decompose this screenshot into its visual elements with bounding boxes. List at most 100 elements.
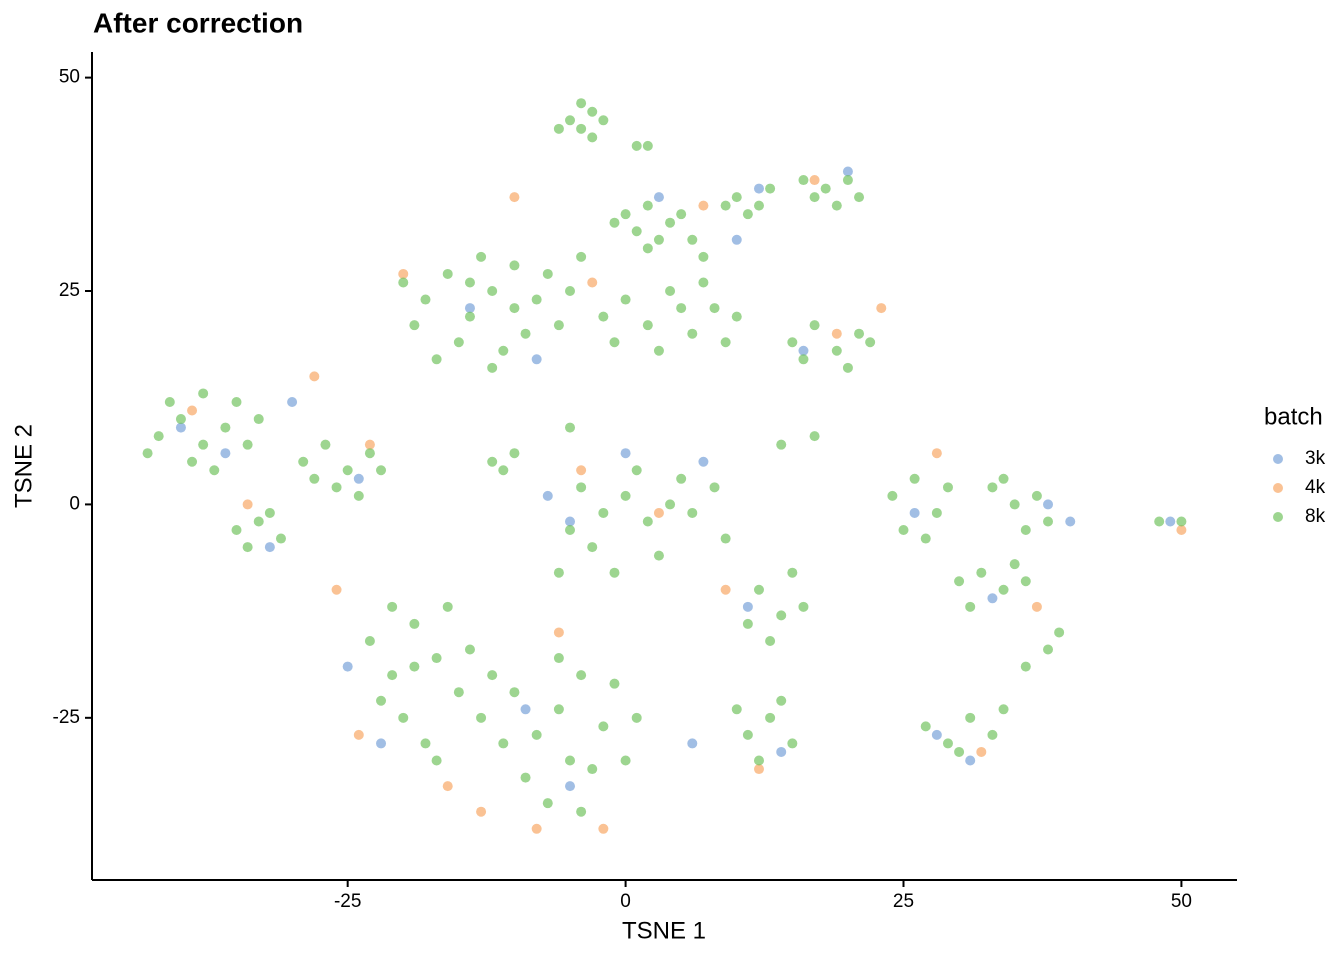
legend-label: 8k xyxy=(1305,506,1326,527)
point xyxy=(665,217,676,228)
point xyxy=(587,106,598,117)
point xyxy=(676,209,687,220)
point xyxy=(520,772,531,783)
point xyxy=(476,806,487,817)
point xyxy=(642,200,653,211)
point xyxy=(898,525,909,536)
point xyxy=(509,192,520,203)
point xyxy=(198,439,209,450)
point xyxy=(820,183,831,194)
point xyxy=(676,473,687,484)
point xyxy=(253,516,264,527)
point xyxy=(1065,516,1076,527)
point xyxy=(509,448,520,459)
chart-title: After correction xyxy=(93,7,303,38)
point xyxy=(987,482,998,493)
point xyxy=(687,507,698,518)
point xyxy=(653,345,664,356)
point xyxy=(398,712,409,723)
point xyxy=(509,687,520,698)
legend-swatch xyxy=(1273,483,1283,493)
point xyxy=(531,823,542,834)
point xyxy=(876,303,887,314)
point xyxy=(709,303,720,314)
point xyxy=(609,678,620,689)
point xyxy=(565,755,576,766)
point xyxy=(309,371,320,382)
point xyxy=(631,465,642,476)
point xyxy=(309,473,320,484)
point xyxy=(453,337,464,348)
point xyxy=(787,337,798,348)
point xyxy=(653,192,664,203)
point xyxy=(965,601,976,612)
point xyxy=(653,550,664,561)
point xyxy=(1043,516,1054,527)
point xyxy=(187,456,198,467)
point xyxy=(665,499,676,510)
point xyxy=(720,584,731,595)
point xyxy=(909,507,920,518)
point xyxy=(620,490,631,501)
point xyxy=(298,456,309,467)
point xyxy=(442,601,453,612)
point xyxy=(553,653,564,664)
point xyxy=(464,303,475,314)
point xyxy=(687,738,698,749)
y-axis-title: TSNE 2 xyxy=(10,424,37,508)
point xyxy=(776,439,787,450)
point xyxy=(553,704,564,715)
point xyxy=(353,473,364,484)
point xyxy=(487,670,498,681)
point xyxy=(620,448,631,459)
point xyxy=(275,533,286,544)
point xyxy=(731,311,742,322)
point xyxy=(1176,516,1187,527)
point xyxy=(1020,576,1031,587)
point xyxy=(565,781,576,792)
point xyxy=(976,746,987,757)
point xyxy=(742,618,753,629)
point xyxy=(598,823,609,834)
x-tick-label: 50 xyxy=(1171,891,1192,912)
point xyxy=(576,806,587,817)
point xyxy=(920,533,931,544)
point xyxy=(942,482,953,493)
point xyxy=(487,286,498,297)
point xyxy=(976,567,987,578)
point xyxy=(476,251,487,262)
point xyxy=(531,294,542,305)
point xyxy=(576,123,587,134)
point xyxy=(553,320,564,331)
point xyxy=(498,738,509,749)
point xyxy=(1009,559,1020,570)
point xyxy=(642,320,653,331)
point xyxy=(698,251,709,262)
point xyxy=(164,396,175,407)
point xyxy=(998,704,1009,715)
point xyxy=(620,294,631,305)
point xyxy=(565,422,576,433)
point xyxy=(553,123,564,134)
point xyxy=(653,507,664,518)
point xyxy=(242,439,253,450)
point xyxy=(175,414,186,425)
point xyxy=(620,209,631,220)
point xyxy=(1031,490,1042,501)
point xyxy=(709,482,720,493)
point xyxy=(376,465,387,476)
point xyxy=(642,243,653,254)
point xyxy=(464,277,475,288)
point xyxy=(209,465,220,476)
point xyxy=(965,712,976,723)
point xyxy=(253,414,264,425)
point xyxy=(620,755,631,766)
point xyxy=(1176,525,1187,536)
point xyxy=(854,328,865,339)
point xyxy=(1054,627,1065,638)
point xyxy=(753,200,764,211)
point xyxy=(576,482,587,493)
point xyxy=(809,320,820,331)
point xyxy=(920,721,931,732)
point xyxy=(609,217,620,228)
